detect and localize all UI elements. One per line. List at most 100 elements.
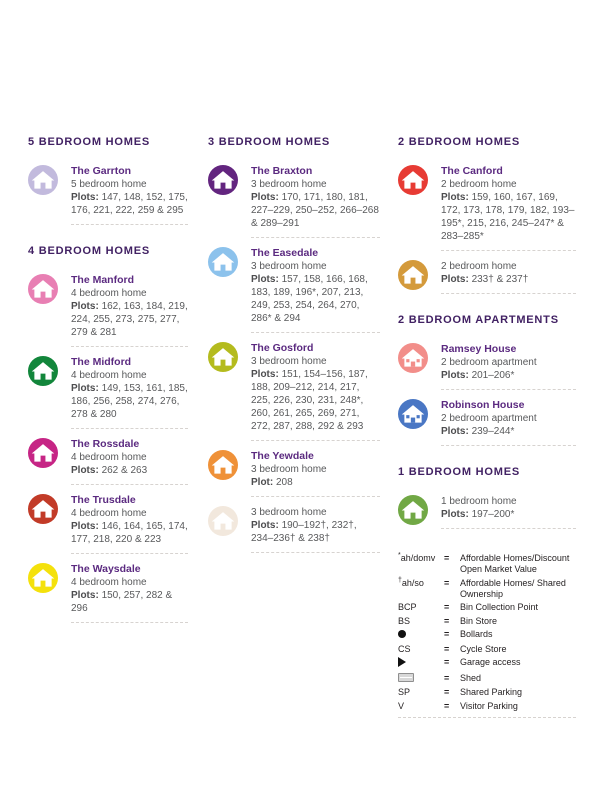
plots-label: Plots: [251, 192, 279, 203]
house-icon [208, 450, 238, 480]
key-description: Bollards [460, 629, 493, 639]
plots-label: Plots: [71, 590, 99, 601]
plots-label: Plots: [71, 521, 99, 532]
section-heading: 5 BEDROOM HOMES [28, 136, 151, 148]
house-icon [208, 342, 238, 372]
house-icon [28, 356, 58, 386]
home-type-section: 1 BEDROOM HOMES 1 bedroom home Plots: 197–… [398, 466, 576, 529]
section-heading: 3 BEDROOM HOMES [208, 136, 331, 148]
entry-text: The Braxton 3 bedroom home Plots: 170, 171… [251, 165, 380, 238]
key-description: Bin Store [460, 615, 498, 626]
legend-entry: The Braxton 3 bedroom home Plots: 170, 171… [208, 165, 380, 238]
key-equals: = [444, 615, 450, 626]
key-description: Cycle Store [460, 643, 507, 654]
plots-line: Plots: 150, 257, 282 & 296 [71, 589, 188, 615]
plots-values: 149, 153, 161, 185, 186, 256, 258, 274, … [71, 383, 188, 420]
legend-entry: The Midford 4 bedroom home Plots: 149, 153… [28, 356, 188, 429]
plots-line: Plots: 201–206* [441, 369, 576, 382]
bollard-dot-icon [398, 630, 406, 638]
key-symbol: V [398, 701, 444, 712]
entry-text: The Gosford 3 bedroom home Plots: 151, 154… [251, 342, 380, 441]
legend-entry: 1 bedroom home Plots: 197–200* [398, 495, 576, 529]
plots-label: Plots: [251, 274, 279, 285]
entry-text: Ramsey House 2 bedroom apartment Plots: 20… [441, 343, 576, 390]
home-type-section: 5 BEDROOM HOMES The Garrton 5 bedroom home… [28, 136, 188, 225]
plots-label: Plots: [441, 274, 469, 285]
key-equals: = [444, 629, 450, 639]
home-description: 3 bedroom home [251, 464, 327, 475]
key-symbol: *ah/domv [398, 552, 444, 564]
entry-text: 1 bedroom home Plots: 197–200* [441, 495, 576, 529]
home-description: 4 bedroom home [71, 577, 147, 588]
house-icon [398, 165, 428, 195]
home-type-section: 2 BEDROOM APARTMENTS Ramsey House 2 bedroo… [398, 314, 576, 446]
house-icon [398, 260, 428, 290]
home-description: 2 bedroom home [441, 179, 517, 190]
key-description: Affordable Homes/ Shared Ownership [460, 577, 566, 599]
key-symbol-text: BS [398, 615, 411, 626]
plots-values: 159, 160, 167, 169, 172, 173, 178, 179, … [441, 192, 575, 242]
home-name: The Waysdale [71, 563, 141, 575]
key-description: Bin Collection Point [460, 602, 539, 612]
legend-entry: The Yewdale 3 bedroom home Plot: 208 [208, 450, 380, 497]
plots-line: Plots: 146, 164, 165, 174, 177, 218, 220… [71, 520, 188, 546]
home-name: The Easedale [251, 247, 319, 259]
house-icon [28, 494, 58, 524]
home-type-section: 2 BEDROOM HOMES The Canford 2 bedroom home… [398, 136, 576, 294]
plots-label: Plots: [441, 192, 469, 203]
plots-values: 190–192†, 232†, 234–236† & 238† [251, 520, 357, 544]
home-name: Robinson House [441, 399, 525, 411]
plots-values: 239–244* [471, 426, 515, 437]
key-symbol [398, 672, 444, 685]
shed-icon-line [400, 676, 412, 678]
map-key: *ah/domv = Affordable Homes/Discount Open … [398, 552, 576, 718]
key-symbol-text: SP [398, 687, 411, 697]
plots-values: 157, 158, 166, 168, 183, 189, 196*, 207,… [251, 274, 368, 324]
entry-text: The Midford 4 bedroom home Plots: 149, 153… [71, 356, 188, 429]
plots-label: Plots: [441, 370, 469, 381]
house-icon [28, 165, 58, 195]
key-equals: = [444, 687, 450, 697]
entry-text: 3 bedroom home Plots: 190–192†, 232†, 234… [251, 506, 380, 553]
key-description: Shed [460, 672, 482, 683]
plots-label: Plots: [71, 465, 99, 476]
entry-text: The Canford 2 bedroom home Plots: 159, 160… [441, 165, 576, 251]
plots-line: Plots: 197–200* [441, 508, 576, 521]
plots-values: 162, 163, 184, 219, 224, 255, 273, 275, … [71, 301, 188, 338]
home-description: 3 bedroom home [251, 507, 327, 518]
key-symbol-text: BCP [398, 602, 417, 612]
home-description: 3 bedroom home [251, 261, 327, 272]
key-symbol-text: ah/so [401, 577, 424, 588]
plots-line: Plots: 147, 148, 152, 175, 176, 221, 222… [71, 191, 188, 217]
plots-line: Plots: 162, 163, 184, 219, 224, 255, 273… [71, 300, 188, 339]
section-heading: 2 BEDROOM HOMES [398, 136, 521, 148]
column-2: 3 BEDROOM HOMES The Braxton 3 bedroom home… [208, 136, 380, 562]
home-name: The Yewdale [251, 450, 314, 462]
home-description: 3 bedroom home [251, 179, 327, 190]
key-equals: = [444, 700, 450, 711]
plots-values: 197–200* [471, 509, 515, 520]
plots-values: 170, 171, 180, 181, 227–229, 250–252, 26… [251, 192, 379, 229]
plots-label: Plots: [71, 383, 99, 394]
key-equals: = [444, 602, 450, 612]
home-name: The Trusdale [71, 494, 136, 506]
entry-text: The Garrton 5 bedroom home Plots: 147, 148… [71, 165, 188, 225]
key-equals: = [444, 643, 450, 654]
key-description: Shared Parking [460, 687, 523, 697]
entry-text: The Waysdale 4 bedroom home Plots: 150, 25… [71, 563, 188, 623]
plots-label: Plots: [441, 426, 469, 437]
home-description: 4 bedroom home [71, 452, 147, 463]
plots-values: 146, 164, 165, 174, 177, 218, 220 & 223 [71, 521, 188, 545]
entry-text: The Yewdale 3 bedroom home Plot: 208 [251, 450, 380, 497]
home-name: The Canford [441, 165, 503, 177]
plots-label: Plots: [71, 301, 99, 312]
home-type-section: 3 BEDROOM HOMES The Braxton 3 bedroom home… [208, 136, 380, 553]
key-description: Garage access [460, 657, 521, 667]
plots-line: Plots: 157, 158, 166, 168, 183, 189, 196… [251, 273, 380, 325]
house-icon [208, 506, 238, 536]
legend-entry: Robinson House 2 bedroom apartment Plots: … [398, 399, 576, 446]
column-3: 2 BEDROOM HOMES The Canford 2 bedroom home… [398, 136, 576, 718]
key-description: Affordable Homes/Discount Open Market Va… [460, 553, 570, 574]
key-symbol: BCP [398, 602, 444, 613]
